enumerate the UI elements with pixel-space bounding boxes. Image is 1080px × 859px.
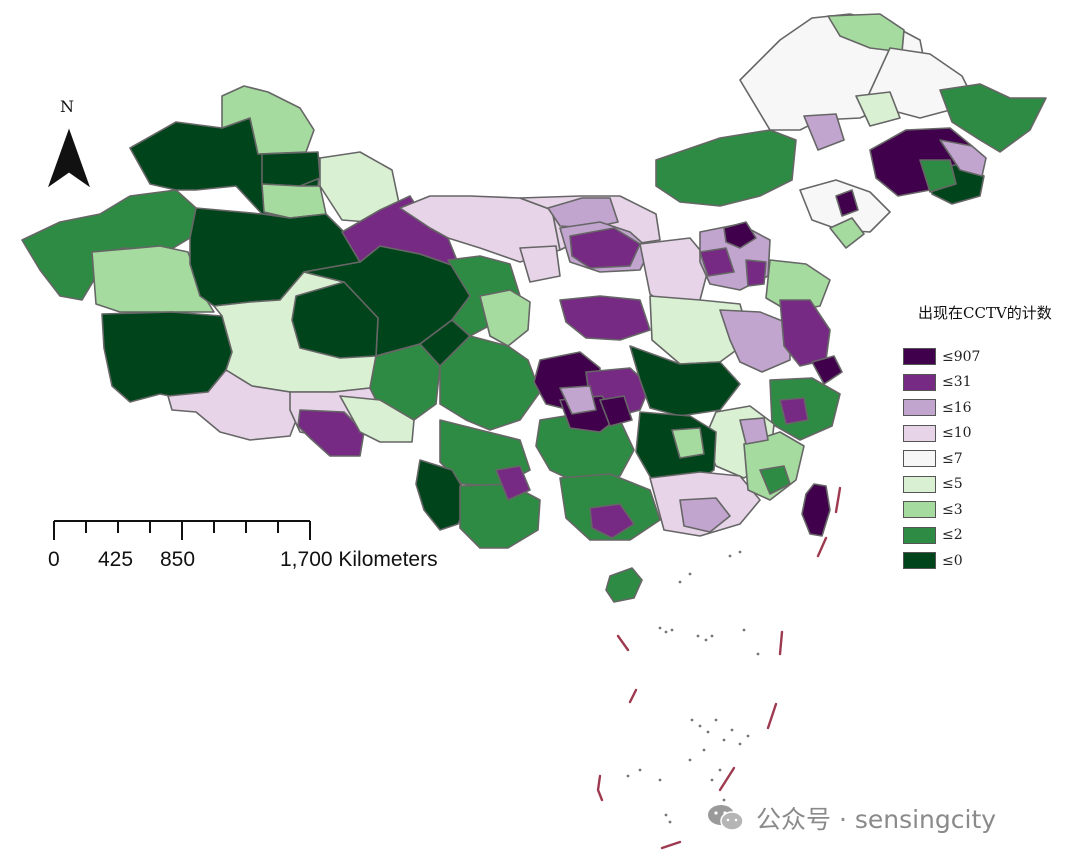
legend-swatch <box>903 450 936 468</box>
region-hainan <box>605 567 643 603</box>
region-accent-12 <box>919 159 957 193</box>
scale-label-850: 850 <box>160 548 196 571</box>
region-guangxi-nanning <box>589 503 635 539</box>
region-taiwan <box>801 483 831 537</box>
legend-label: ≤2 <box>942 527 963 544</box>
region-accent-2 <box>599 395 633 427</box>
region-accent-4 <box>739 417 769 445</box>
legend-swatch <box>903 475 936 493</box>
region-tibet-lhasa <box>297 409 365 457</box>
legend-item: ≤0 <box>903 548 980 574</box>
region-kashgar <box>91 245 215 313</box>
legend-item: ≤3 <box>903 497 980 523</box>
watermark: 公众号 · sensingcity <box>706 800 996 836</box>
legend-item: ≤10 <box>903 421 980 447</box>
legend-label: ≤16 <box>942 399 972 416</box>
region-accent-9 <box>835 189 859 217</box>
legend-swatch <box>903 348 936 366</box>
region-accent-11 <box>855 91 901 127</box>
wechat-icon <box>706 803 746 833</box>
scale-label-0: 0 <box>48 548 60 571</box>
region-accent-10 <box>803 113 845 151</box>
region-anhui <box>719 309 791 373</box>
region-jilin-south <box>939 139 987 177</box>
legend-item: ≤16 <box>903 395 980 421</box>
region-ngari <box>167 369 301 441</box>
region-guangdong-pearl <box>679 497 731 533</box>
legend-item: ≤7 <box>903 446 980 472</box>
legend-label: ≤907 <box>942 348 981 365</box>
scale-label-1700: 1,700 Kilometers <box>280 548 438 571</box>
region-hubei <box>629 345 741 417</box>
region-inner-mongolia-alxa <box>341 195 461 269</box>
region-accent-6 <box>519 245 561 283</box>
region-inner-mongolia-east <box>655 129 797 207</box>
region-sichuan <box>439 335 541 431</box>
region-gansu-longnan <box>479 289 531 347</box>
legend-label: ≤3 <box>942 501 963 518</box>
legend-label: ≤7 <box>942 450 963 467</box>
legend-label: ≤31 <box>942 374 972 391</box>
region-accent-8 <box>829 217 865 249</box>
region-shaanxi-yulin <box>569 227 641 269</box>
region-xinjiang-west <box>21 189 197 301</box>
scale-label-425: 425 <box>98 548 134 571</box>
legend-item: ≤2 <box>903 523 980 549</box>
region-accent-7 <box>699 247 735 277</box>
region-tianjin <box>745 259 767 287</box>
legend-item: ≤907 <box>903 344 980 370</box>
region-shandong <box>765 259 831 313</box>
legend-label: ≤0 <box>942 552 963 569</box>
watermark-text: 公众号 · sensingcity <box>756 805 997 834</box>
legend-swatch <box>903 373 936 391</box>
legend-label: ≤5 <box>942 476 963 493</box>
legend-label: ≤10 <box>942 425 972 442</box>
region-yunnan-west <box>415 459 471 531</box>
legend-swatch <box>903 526 936 544</box>
region-tacheng <box>261 151 321 187</box>
dashed-boundary-line <box>596 486 842 850</box>
region-heilongjiang-east <box>939 83 1047 153</box>
legend-swatch <box>903 424 936 442</box>
island-dots <box>626 550 760 824</box>
region-shaanxi-south <box>559 295 651 341</box>
region-tibet-nyingchi <box>339 395 415 443</box>
legend-swatch <box>903 552 936 570</box>
north-label: N <box>60 97 74 116</box>
legend-swatch <box>903 501 936 519</box>
region-accent-3 <box>671 427 705 459</box>
legend-item: ≤31 <box>903 370 980 396</box>
region-yunnan-south <box>459 483 541 549</box>
north-arrow-icon <box>48 128 90 188</box>
region-accent-5 <box>779 397 809 425</box>
region-altay <box>221 85 315 155</box>
region-turpan <box>261 183 327 219</box>
region-yunnan-kunming <box>495 465 531 501</box>
legend-title: 出现在CCTV的计数 <box>918 304 1052 322</box>
region-accent-1 <box>559 385 597 415</box>
legend-swatch <box>903 399 936 417</box>
legend: ≤907 ≤31 ≤16 ≤10 ≤7 ≤5 ≤3 ≤2 ≤0 <box>903 344 980 574</box>
legend-item: ≤5 <box>903 472 980 498</box>
region-qinghai-central <box>291 281 379 359</box>
region-beijing <box>723 221 757 249</box>
region-inner-mongolia-central <box>547 197 619 229</box>
scale-bar <box>53 520 311 540</box>
region-fujian-xiamen <box>759 465 791 495</box>
region-shanghai <box>811 355 843 385</box>
map-regions <box>21 13 1047 603</box>
